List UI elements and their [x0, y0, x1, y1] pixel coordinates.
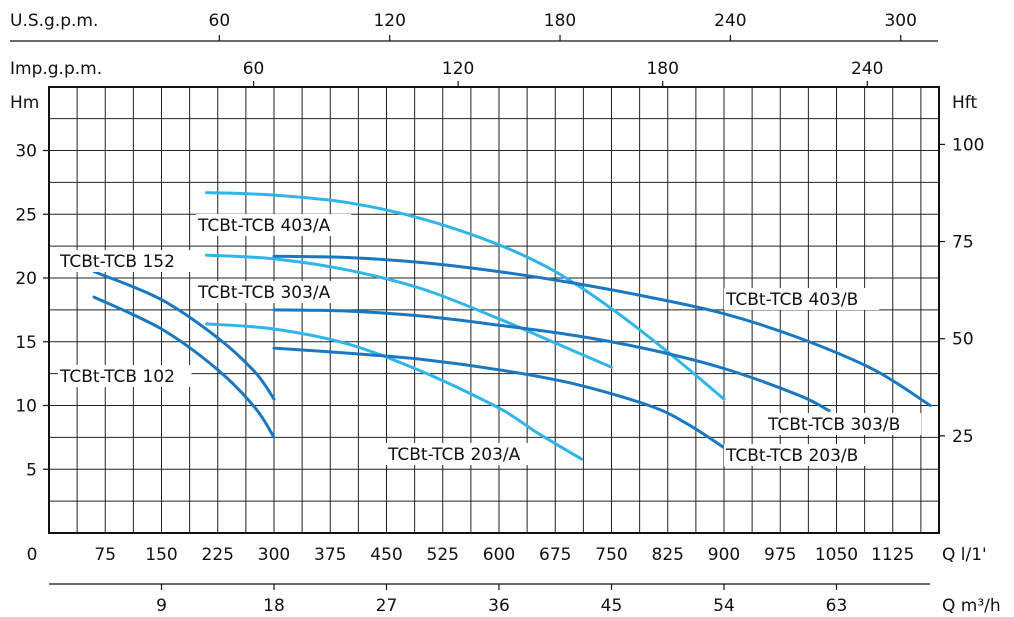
bottom-axis-unit: Q l/1': [942, 545, 987, 565]
curve-label-background: [724, 288, 880, 310]
usgpm-axis-tick-label: 300: [884, 11, 916, 31]
bottom-axis-tick-label: 1050: [815, 545, 858, 565]
curve-label-background: [196, 214, 352, 236]
left-axis-tick-label: 30: [15, 142, 37, 162]
curve-label-tcbt-tcb-203-a: TCBt-TCB 203/A: [387, 445, 521, 465]
left-axis-tick-label: 25: [15, 205, 37, 225]
right-axis-tick-label: 100: [952, 135, 984, 155]
bottom-axis-zero-label: 0: [27, 545, 38, 565]
curve-label-tcbt-tcb-303-b: TCBt-TCB 303/B: [767, 415, 900, 435]
curve-label-background: [58, 250, 192, 272]
curves: [92, 191, 932, 461]
impgpm-axis-tick-label: 60: [243, 59, 265, 79]
curve-label-background: [766, 413, 922, 435]
left-axis-tick-label: 20: [15, 269, 37, 289]
curve-label-tcbt-tcb-152: TCBt-TCB 152: [59, 252, 175, 272]
curve-tcbt-tcb-303-a: [205, 253, 613, 369]
m3h-axis-tick-label: 27: [376, 596, 398, 616]
curve-label-background: [386, 443, 542, 465]
bottom-axis-tick-label: 375: [314, 545, 346, 565]
left-axis-tick-label: 15: [15, 333, 37, 353]
m3h-axis-tick-label: 18: [263, 596, 285, 616]
usgpm-axis-unit: U.S.g.p.m.: [10, 11, 98, 31]
m3h-axis-tick-label: 36: [488, 596, 510, 616]
usgpm-axis-tick-label: 180: [544, 11, 576, 31]
usgpm-axis-tick-label: 120: [373, 11, 405, 31]
curve-tcbt-tcb-203-a: [205, 322, 583, 461]
curve-label-tcbt-tcb-102: TCBt-TCB 102: [59, 367, 175, 387]
curve-tcbt-tcb-102: [92, 295, 276, 439]
curve-label-tcbt-tcb-403-b: TCBt-TCB 403/B: [725, 290, 858, 310]
bottom-axis-tick-label: 450: [370, 545, 402, 565]
usgpm-axis-tick-label: 240: [714, 11, 746, 31]
curve-labels: TCBt-TCB 152 TCBt-TCB 102 TCBt-TCB 403/A TC…: [58, 214, 922, 466]
m3h-axis-tick-label: 45: [601, 596, 623, 616]
left-axis-tick-label: 5: [26, 460, 37, 480]
bottom-axis-tick-label: 900: [708, 545, 740, 565]
right-axis-tick-label: 75: [952, 233, 974, 253]
curve-tcbt-tcb-303-b: [272, 308, 831, 413]
bottom-axis-tick-label: 975: [764, 545, 796, 565]
impgpm-axis-tick-label: 240: [851, 59, 883, 79]
right-axis-tick-label: 25: [952, 427, 974, 447]
curve-label-tcbt-tcb-203-b: TCBt-TCB 203/B: [725, 446, 858, 466]
curve-label-background: [196, 281, 352, 303]
right-axis-unit: Hft: [952, 93, 977, 113]
m3h-axis-tick-label: 54: [713, 596, 735, 616]
bottom-axis-tick-label: 1125: [871, 545, 914, 565]
bottom-axis-tick-label: 225: [202, 545, 234, 565]
plot-frame: [48, 86, 940, 534]
impgpm-axis-tick-label: 180: [646, 59, 678, 79]
left-axis-tick-label: 10: [15, 397, 37, 417]
curve-tcbt-tcb-203-b: [272, 346, 726, 450]
bottom-axis-tick-label: 300: [258, 545, 290, 565]
bottom-axis-tick-label: 750: [595, 545, 627, 565]
right-axis-tick-label: 50: [952, 330, 974, 350]
curve-tcbt-tcb-403-a: [205, 191, 726, 401]
curve-label-tcbt-tcb-303-a: TCBt-TCB 303/A: [197, 283, 331, 303]
bottom-axis-tick-label: 150: [145, 545, 177, 565]
curve-label-tcbt-tcb-403-a: TCBt-TCB 403/A: [197, 216, 331, 236]
bottom-axis-tick-label: 600: [483, 545, 515, 565]
curve-label-background: [58, 365, 192, 387]
curve-tcbt-tcb-403-b: [272, 254, 932, 407]
left-axis-unit: Hm: [10, 93, 39, 113]
impgpm-axis-tick-label: 120: [442, 59, 474, 79]
m3h-axis-tick-label: 63: [826, 596, 848, 616]
impgpm-axis-unit: Imp.g.p.m.: [10, 59, 102, 79]
curve-label-background: [724, 444, 880, 466]
bottom-axis-tick-label: 675: [539, 545, 571, 565]
bottom-axis-tick-label: 75: [94, 545, 116, 565]
bottom-axis-tick-label: 825: [652, 545, 684, 565]
curve-tcbt-tcb-152: [92, 270, 276, 401]
bottom-axis-tick-label: 525: [427, 545, 459, 565]
m3h-axis-unit: Q m³/h: [942, 596, 1001, 616]
axes: 5 10 15 20 25 30 Hm 25 50 75 100 Hft 0 75 150 225 300 375…: [10, 11, 1001, 616]
m3h-axis-tick-label: 9: [156, 596, 167, 616]
usgpm-axis-tick-label: 60: [209, 11, 231, 31]
